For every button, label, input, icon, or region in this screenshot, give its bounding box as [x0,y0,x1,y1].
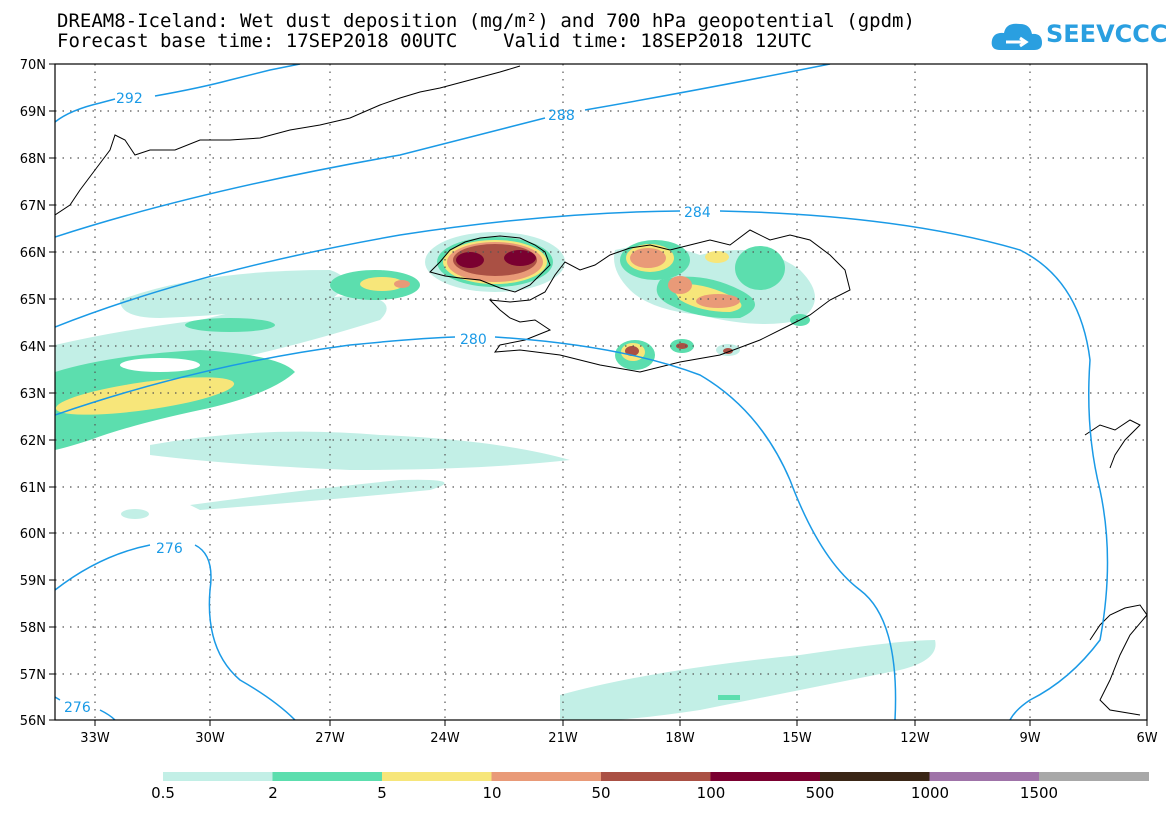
lon-label: 33W [80,731,110,746]
colorbar-label: 100 [696,784,726,802]
colorbar-swatch [382,772,492,781]
lon-label: 24W [430,731,460,746]
colorbar-swatch [491,772,602,781]
lat-label: 61N [20,481,46,496]
colorbar [163,772,1149,781]
colorbar-label: 500 [805,784,835,802]
lat-label: 57N [20,668,46,683]
lat-label: 65N [20,293,46,308]
map-frame [54,63,1148,721]
colorbar-label: 2 [268,784,278,802]
colorbar-label: 0.5 [151,784,175,802]
dust-deposition-shading [55,232,936,720]
contour-labels: 292 288 284 280 276 276 [64,91,711,716]
lat-label: 56N [20,714,46,729]
lat-label: 63N [20,387,46,402]
colorbar-swatch [820,772,930,781]
lat-label: 60N [20,527,46,542]
lat-label: 64N [20,340,46,355]
lon-label: 21W [548,731,578,746]
contour-label: 276 [156,541,183,557]
logo-text: SEEVCCC [1046,20,1168,48]
colorbar-swatch [601,772,711,781]
colorbar-swatch [1039,772,1149,781]
contour-label: 284 [684,205,711,221]
contour-label: 280 [460,332,487,348]
lon-label: 6W [1136,731,1157,746]
lat-label: 70N [20,58,46,73]
cloud-logo-icon [991,23,1042,50]
lon-label: 15W [782,731,812,746]
colorbar-label: 1500 [1019,784,1059,802]
coastline [55,65,1147,716]
colorbar-label: 1000 [910,784,950,802]
colorbar-swatch [929,772,1040,781]
colorbar-swatch [163,772,273,781]
lon-label: 18W [665,731,695,746]
contour-label: 292 [116,91,143,107]
lat-label: 62N [20,434,46,449]
colorbar-label: 5 [377,784,387,802]
geopotential-contours [55,64,1109,720]
axis-ticks [49,63,1148,726]
lon-label: 9W [1019,731,1040,746]
map-title: DREAM8-Iceland: Wet dust deposition (mg/… [57,10,915,32]
latitude-labels: 70N 69N 68N 67N 66N 65N 64N 63N 62N 61N … [20,58,46,729]
lat-label: 69N [20,105,46,120]
colorbar-label: 10 [482,784,502,802]
contour-label: 288 [548,108,575,124]
lat-label: 67N [20,199,46,214]
map-subtitle: Forecast base time: 17SEP2018 00UTC Vali… [57,30,812,52]
lon-label: 27W [315,731,345,746]
colorbar-label: 50 [591,784,611,802]
contour-label: 276 [64,700,91,716]
lat-label: 59N [20,574,46,589]
lon-label: 30W [195,731,225,746]
lat-label: 66N [20,246,46,261]
lat-label: 68N [20,152,46,167]
colorbar-swatch [272,772,383,781]
lat-label: 58N [20,621,46,636]
colorbar-swatch [710,772,821,781]
lon-label: 12W [900,731,930,746]
longitude-labels: 33W 30W 27W 24W 21W 18W 15W 12W 9W 6W [80,731,1157,746]
